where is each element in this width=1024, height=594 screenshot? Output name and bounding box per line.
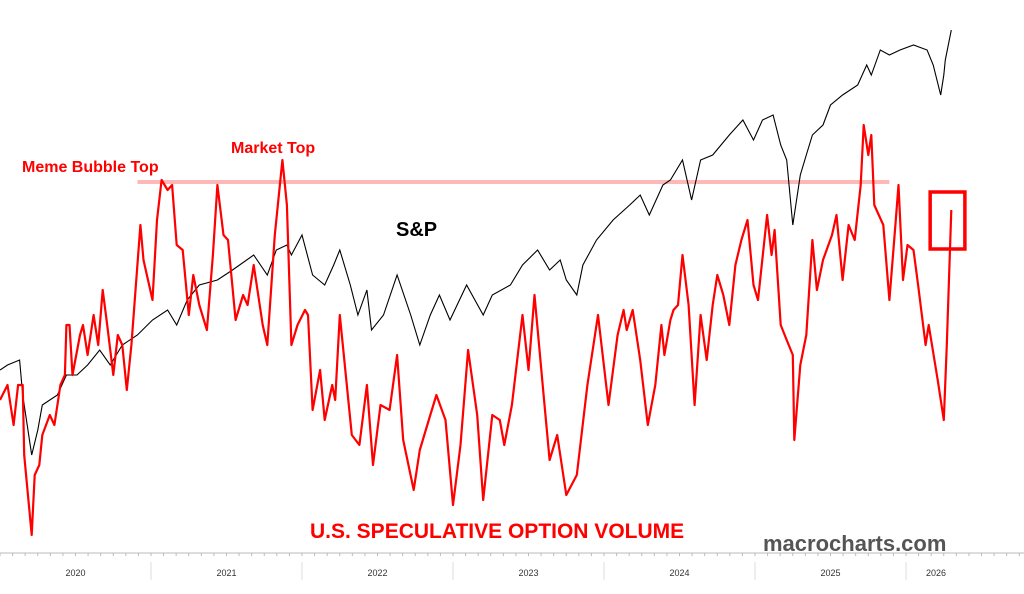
series-line-speculative-option-volume (0, 123, 953, 537)
x-axis: 2020 2021 2022 2023 2024 2025 2026 (0, 552, 1024, 580)
chart-title: U.S. SPECULATIVE OPTION VOLUME (310, 520, 684, 543)
x-tick-label: 2023 (518, 568, 538, 578)
annotation-market-top: Market Top (231, 140, 315, 157)
x-tick-label: 2024 (669, 568, 689, 578)
x-tick-label: 2025 (820, 568, 840, 578)
series-line-sp (0, 29, 952, 456)
x-tick-label: 2020 (65, 568, 85, 578)
annotation-meme-bubble-top: Meme Bubble Top (22, 159, 159, 176)
x-tick-label: 2026 (926, 568, 946, 578)
watermark: macrocharts.com (763, 531, 946, 556)
annotation-sp: S&P (396, 219, 437, 241)
x-tick-label: 2022 (367, 568, 387, 578)
highlight-box (928, 190, 967, 251)
x-tick-label: 2021 (216, 568, 236, 578)
